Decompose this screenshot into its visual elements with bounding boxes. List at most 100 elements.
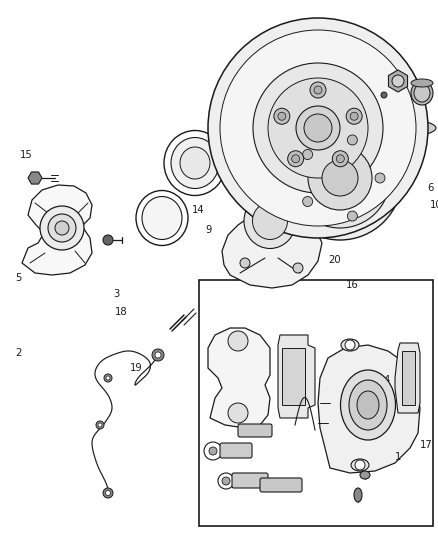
Circle shape [106,490,110,496]
Text: 19: 19 [130,363,143,373]
Circle shape [40,206,84,250]
Text: 20: 20 [328,255,341,265]
Polygon shape [389,70,407,92]
Circle shape [296,106,340,150]
Text: 1: 1 [395,452,401,462]
Polygon shape [402,351,415,405]
Circle shape [228,331,248,351]
Circle shape [155,352,161,358]
Circle shape [208,18,428,238]
Ellipse shape [142,197,182,239]
Circle shape [304,114,332,142]
Ellipse shape [164,131,226,196]
Polygon shape [318,345,420,473]
Circle shape [103,235,113,245]
Circle shape [106,376,110,380]
Text: 14: 14 [192,205,205,215]
Ellipse shape [340,370,396,440]
Circle shape [345,340,355,350]
Circle shape [297,173,307,183]
Circle shape [204,442,222,460]
Circle shape [303,149,313,159]
Circle shape [278,112,286,120]
Text: 5: 5 [15,273,21,283]
Circle shape [350,112,358,120]
Circle shape [220,30,416,226]
Text: 9: 9 [205,225,212,235]
Circle shape [293,263,303,273]
Circle shape [253,63,383,193]
Text: 2: 2 [15,348,21,358]
Bar [199,280,433,526]
Circle shape [347,211,357,221]
Ellipse shape [171,138,219,189]
Ellipse shape [354,488,362,502]
Text: 4: 4 [384,375,390,385]
Circle shape [278,116,402,240]
Circle shape [222,477,230,485]
Circle shape [292,155,300,163]
Text: 18: 18 [115,307,127,317]
Ellipse shape [244,193,296,248]
Text: 3: 3 [113,289,119,299]
Circle shape [243,168,253,178]
FancyBboxPatch shape [238,424,272,437]
Text: 15: 15 [20,150,33,160]
Circle shape [98,423,102,427]
Polygon shape [208,328,270,428]
Circle shape [48,214,76,242]
Polygon shape [282,348,305,405]
Ellipse shape [411,81,433,105]
Polygon shape [278,335,315,418]
Circle shape [346,108,362,124]
Ellipse shape [180,147,210,179]
Polygon shape [222,155,322,288]
Text: 16: 16 [346,280,359,290]
Circle shape [103,488,113,498]
Circle shape [308,146,372,210]
Circle shape [347,135,357,145]
Text: 10: 10 [430,200,438,210]
Circle shape [392,75,404,87]
Circle shape [290,128,390,228]
Polygon shape [22,185,92,275]
Ellipse shape [360,471,370,479]
FancyBboxPatch shape [232,473,268,488]
Text: 13: 13 [315,190,328,200]
Circle shape [218,473,234,489]
Ellipse shape [341,339,359,351]
Circle shape [104,374,112,382]
Ellipse shape [252,203,287,239]
Ellipse shape [349,380,387,430]
Circle shape [268,78,368,178]
Circle shape [55,221,69,235]
Circle shape [336,155,344,163]
Circle shape [228,403,248,423]
Circle shape [310,82,326,98]
Circle shape [209,447,217,455]
FancyBboxPatch shape [220,443,252,458]
Circle shape [240,258,250,268]
Circle shape [303,197,313,206]
Circle shape [274,108,290,124]
Ellipse shape [216,113,436,143]
FancyBboxPatch shape [260,478,302,492]
Ellipse shape [351,459,369,471]
Circle shape [322,160,358,196]
Circle shape [288,151,304,167]
Circle shape [314,86,322,94]
Polygon shape [395,343,420,413]
Text: 17: 17 [420,440,433,450]
Circle shape [381,92,387,98]
Ellipse shape [414,84,430,102]
Polygon shape [28,172,42,184]
Circle shape [332,151,348,167]
Circle shape [152,349,164,361]
Circle shape [96,421,104,429]
Ellipse shape [411,79,433,87]
Ellipse shape [136,190,188,246]
Text: 6: 6 [427,183,433,193]
Ellipse shape [357,391,379,419]
Circle shape [355,460,365,470]
Circle shape [375,173,385,183]
